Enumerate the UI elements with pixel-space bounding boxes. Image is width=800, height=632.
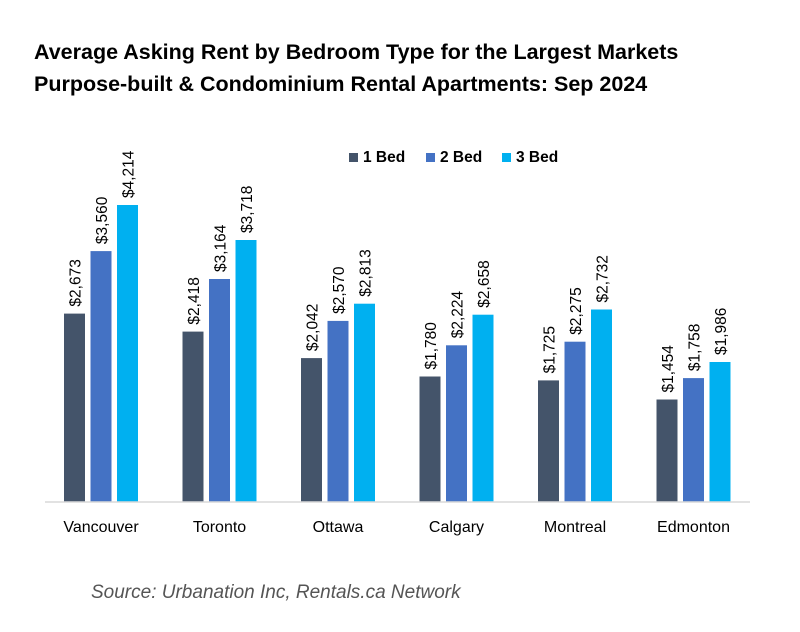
x-tick-label: Ottawa [313, 519, 364, 536]
data-label: $4,214 [121, 150, 138, 198]
data-label: $1,454 [660, 345, 677, 393]
bar [656, 399, 678, 502]
chart-title: Average Asking Rent by Bedroom Type for … [34, 36, 678, 100]
bar [301, 358, 322, 502]
data-label: $3,164 [213, 224, 230, 272]
bar [538, 380, 559, 502]
data-label: $2,418 [186, 277, 203, 324]
data-label: $1,780 [423, 322, 440, 370]
legend-swatch [426, 153, 435, 162]
chart-subtitle: Purpose-built & Condominium Rental Apart… [34, 72, 648, 96]
legend-label: 2 Bed [440, 149, 482, 166]
bar [90, 251, 112, 502]
data-label: $3,718 [239, 186, 256, 233]
data-label: $2,673 [68, 259, 85, 306]
bar [683, 378, 704, 502]
data-label: $2,732 [595, 255, 612, 302]
data-label: $2,570 [331, 266, 348, 314]
bar [209, 279, 230, 502]
data-label: $1,758 [687, 324, 704, 371]
x-axis-tick-labels: Vancouver Toronto Ottawa Calgary Montreal Edm… [63, 519, 730, 536]
bar [117, 205, 138, 502]
legend-label: 3 Bed [516, 149, 558, 166]
data-label: $1,725 [542, 326, 559, 373]
bar-group [64, 205, 731, 502]
bar [419, 376, 441, 502]
chart-title-line: Average Asking Rent by Bedroom Type for … [34, 40, 679, 64]
bar [64, 313, 85, 502]
bar [709, 362, 731, 502]
bar [327, 320, 349, 502]
bar [182, 331, 204, 502]
data-label: $2,275 [568, 287, 585, 334]
x-tick-label: Vancouver [63, 519, 139, 536]
bar [446, 345, 467, 502]
legend-swatch [349, 153, 358, 162]
chart-legend: 1 Bed 2 Bed 3 Bed [349, 149, 558, 166]
x-tick-label: Toronto [193, 519, 246, 536]
x-tick-label: Edmonton [657, 519, 730, 536]
bar [472, 314, 494, 502]
x-tick-label: Montreal [544, 519, 606, 536]
data-label: $3,560 [94, 196, 111, 244]
legend-swatch [502, 153, 511, 162]
data-labels: $2,673 $3,560 $4,214 $2,418 $3,164 $3,718 $2,0… [68, 150, 731, 392]
x-tick-label: Calgary [429, 519, 484, 536]
legend-item: 3 Bed [502, 149, 558, 166]
data-label: $2,224 [450, 291, 467, 339]
data-label: $2,813 [358, 249, 375, 296]
source-note: Source: Urbanation Inc, Rentals.ca Netwo… [91, 582, 461, 603]
bar [591, 309, 612, 502]
data-label: $1,986 [713, 308, 730, 355]
bar [235, 240, 257, 502]
bar [354, 303, 375, 502]
legend-label: 1 Bed [363, 149, 405, 166]
bar [564, 341, 586, 502]
legend-item: 2 Bed [426, 149, 482, 166]
data-label: $2,042 [305, 304, 322, 351]
legend-item: 1 Bed [349, 149, 405, 166]
data-label: $2,658 [476, 260, 493, 307]
